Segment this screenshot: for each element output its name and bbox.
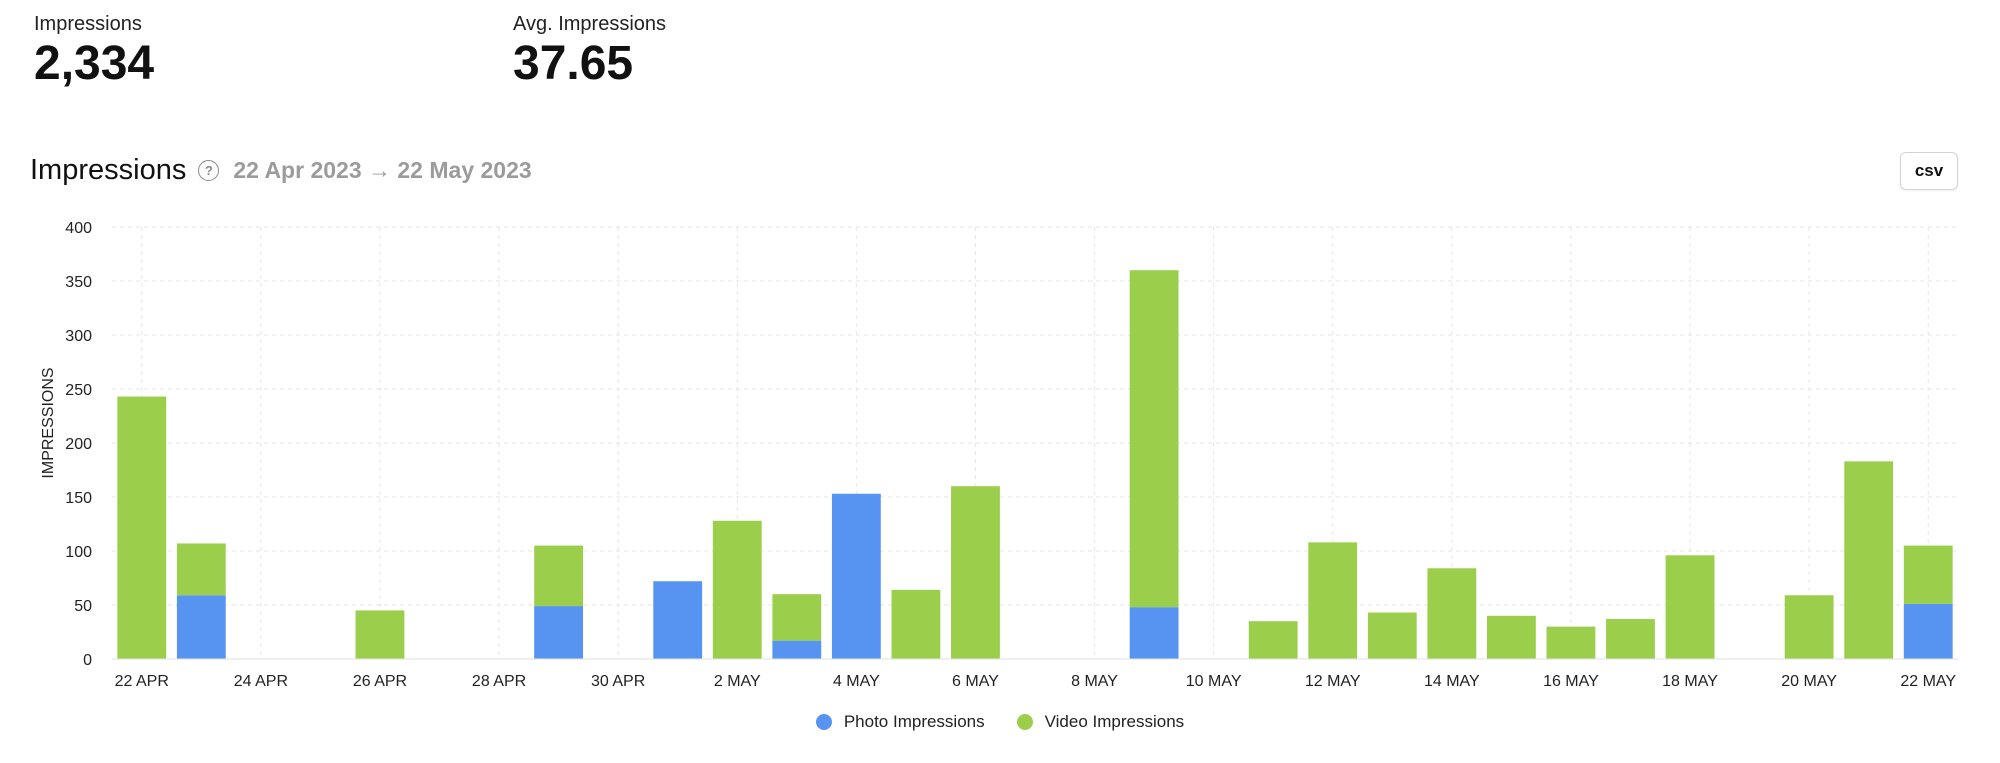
bars <box>117 270 1953 659</box>
x-tick-label: 6 MAY <box>952 673 999 690</box>
y-tick-label: 50 <box>74 598 92 615</box>
y-tick-label: 0 <box>83 652 92 669</box>
question-circle-icon[interactable]: ? <box>198 159 220 181</box>
date-range: 22 Apr 2023 → 22 May 2023 <box>233 156 532 183</box>
video-bar[interactable] <box>1248 621 1298 659</box>
video-bar[interactable] <box>1665 555 1715 659</box>
video-bar[interactable] <box>355 610 405 659</box>
video-bar[interactable] <box>1308 542 1358 659</box>
photo-bar[interactable] <box>831 493 881 659</box>
axes: 0 50 100 150 200 250 300 350 400 22 APR 24 APR 26 A… <box>40 220 1958 690</box>
photo-bar[interactable] <box>653 581 703 659</box>
impressions-stat-label: Impressions <box>34 13 142 35</box>
y-tick-label: 200 <box>65 436 92 453</box>
x-tick-label: 10 MAY <box>1186 673 1242 690</box>
video-bar[interactable] <box>1784 595 1834 659</box>
photo-bar[interactable] <box>176 595 226 659</box>
impressions-bar-chart: 0 50 100 150 200 250 300 350 400 22 APR 24 APR 26 A… <box>40 220 1958 690</box>
avg-impressions-stat-value: 37.65 <box>513 37 634 90</box>
legend-label-video: Video Impressions <box>1044 712 1185 731</box>
y-tick-label: 400 <box>65 220 92 237</box>
x-tick-label: 24 APR <box>234 673 288 690</box>
x-tick-label: 26 APR <box>353 673 407 690</box>
video-bar[interactable] <box>772 594 822 641</box>
chart-header: Impressions ? 22 Apr 2023 → 22 May 2023 <box>30 148 532 192</box>
impressions-stat: Impressions 2,334 <box>34 12 154 92</box>
legend-item-video[interactable]: Video Impressions <box>1016 712 1185 732</box>
y-axis-label: IMPRESSIONS <box>40 367 57 478</box>
x-tick-label: 2 MAY <box>714 673 761 690</box>
x-tick-label: 16 MAY <box>1543 673 1599 690</box>
video-bar[interactable] <box>1367 612 1417 659</box>
avg-impressions-stat: Avg. Impressions 37.65 <box>513 12 666 92</box>
legend-swatch-photo <box>815 714 832 730</box>
x-tick-label: 12 MAY <box>1305 673 1361 690</box>
y-tick-label: 300 <box>65 328 92 345</box>
photo-bar[interactable] <box>1903 603 1953 659</box>
y-tick-label: 150 <box>65 490 92 507</box>
chart-title: Impressions <box>30 153 187 186</box>
video-bar[interactable] <box>534 545 584 607</box>
x-tick-label: 18 MAY <box>1662 673 1718 690</box>
video-bar[interactable] <box>117 396 167 659</box>
photo-bar[interactable] <box>1129 607 1179 659</box>
chart-legend: Photo Impressions Video Impressions <box>0 712 2000 732</box>
video-bar[interactable] <box>1546 626 1596 659</box>
x-tick-label: 20 MAY <box>1781 673 1837 690</box>
video-bar[interactable] <box>1129 270 1179 608</box>
avg-impressions-stat-label: Avg. Impressions <box>513 13 667 35</box>
x-tick-label: 8 MAY <box>1071 673 1118 690</box>
x-tick-label: 14 MAY <box>1424 673 1480 690</box>
x-tick-label: 30 APR <box>591 673 645 690</box>
photo-bar[interactable] <box>772 640 822 659</box>
impressions-stat-value: 2,334 <box>34 37 155 90</box>
y-tick-label: 100 <box>65 544 92 561</box>
video-bar[interactable] <box>891 589 941 659</box>
video-bar[interactable] <box>712 520 762 659</box>
video-bar[interactable] <box>951 486 1000 659</box>
x-tick-label: 4 MAY <box>833 673 880 690</box>
video-bar[interactable] <box>1844 461 1894 659</box>
video-bar[interactable] <box>176 543 226 596</box>
x-tick-label: 22 MAY <box>1900 673 1956 690</box>
video-bar[interactable] <box>1486 615 1536 659</box>
video-bar[interactable] <box>1903 545 1953 604</box>
x-tick-label: 22 APR <box>115 673 169 690</box>
y-tick-label: 350 <box>65 274 92 291</box>
legend-item-photo[interactable]: Photo Impressions <box>815 712 985 732</box>
legend-swatch-video <box>1016 714 1033 730</box>
y-tick-label: 250 <box>65 382 92 399</box>
x-tick-label: 28 APR <box>472 673 526 690</box>
video-bar[interactable] <box>1427 568 1477 659</box>
video-bar[interactable] <box>1606 619 1655 659</box>
legend-label-photo: Photo Impressions <box>843 712 985 731</box>
csv-export-button[interactable]: csv <box>1900 152 1958 190</box>
photo-bar[interactable] <box>534 606 584 659</box>
